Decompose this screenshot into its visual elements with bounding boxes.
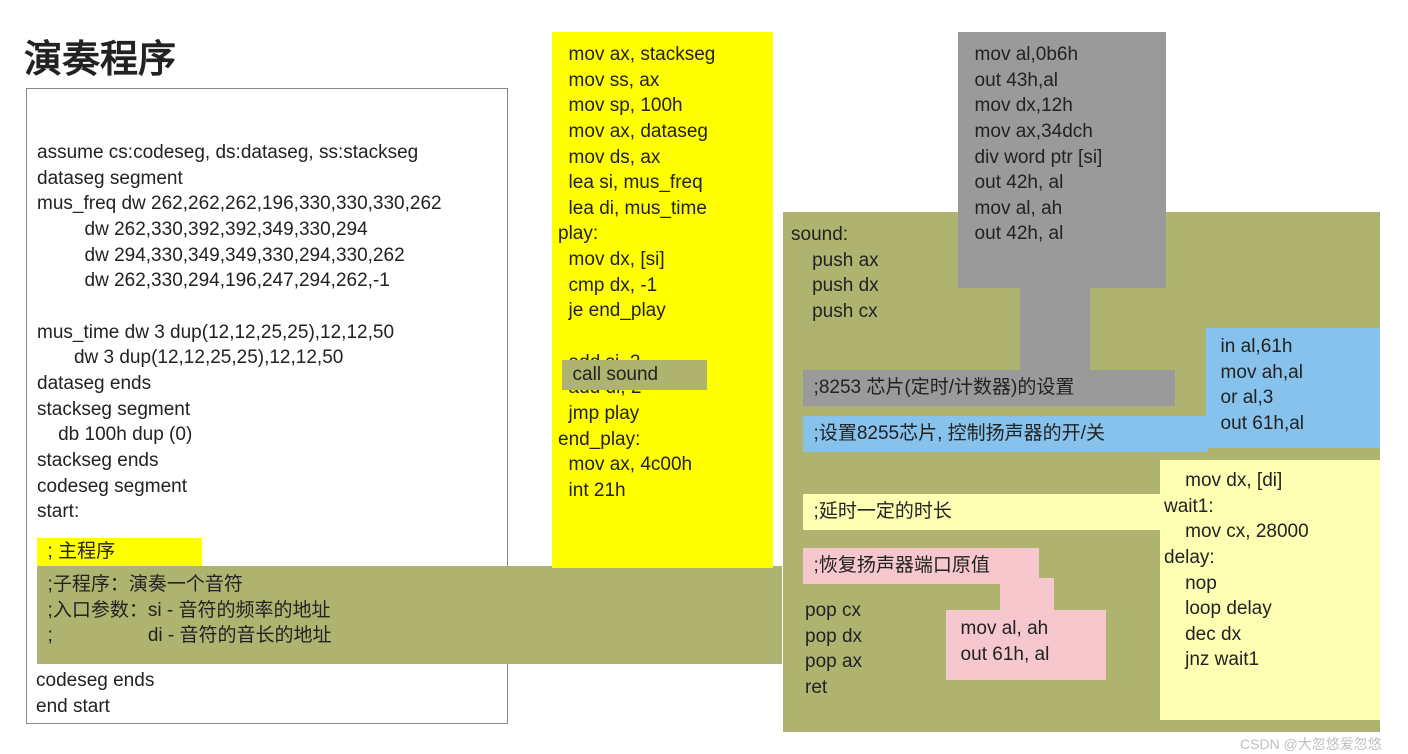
main-routine-box: mov ax, stackseg mov ss, ax mov sp, 100h… — [552, 32, 773, 568]
watermark: CSDN @大忽悠爱忽悠 — [1240, 734, 1382, 754]
sound-footer: pop cx pop dx pop ax ret — [805, 598, 862, 701]
yellow-pale-stem — [1010, 494, 1165, 530]
segments-lower: codeseg ends end start — [36, 668, 154, 719]
gray-8253-label: ;8253 芯片(定时/计数器)的设置 — [803, 370, 1175, 406]
segments-upper: assume cs:codeseg, ds:dataseg, ss:stacks… — [37, 140, 497, 525]
sound-header: sound: push ax push dx push cx — [791, 222, 879, 325]
delay-label: ;延时一定的时长 — [803, 494, 1013, 530]
sub-program-label: ;子程序：演奏一个音符 ;入口参数：si - 音符的频率的地址 ; di - 音… — [37, 566, 782, 664]
call-sound-highlight: call sound — [562, 360, 707, 390]
page-title: 演奏程序 — [24, 28, 176, 83]
main-program-label: ; 主程序 — [37, 538, 202, 566]
restore-box: mov al, ah out 61h, al — [946, 610, 1106, 680]
delay-box: mov dx, [di] wait1: mov cx, 28000 delay:… — [1160, 460, 1380, 720]
blue-8255-box: in al,61h mov ah,al or al,3 out 61h,al — [1206, 328, 1380, 448]
blue-stem — [1158, 416, 1208, 452]
restore-label: ;恢复扬声器端口原值 — [803, 548, 1039, 584]
gray-stem — [1020, 284, 1090, 370]
gray-8253-box: mov al,0b6h out 43h,al mov dx,12h mov ax… — [958, 32, 1166, 288]
blue-8255-label: ;设置8255芯片, 控制扬声器的开/关 — [803, 416, 1158, 452]
